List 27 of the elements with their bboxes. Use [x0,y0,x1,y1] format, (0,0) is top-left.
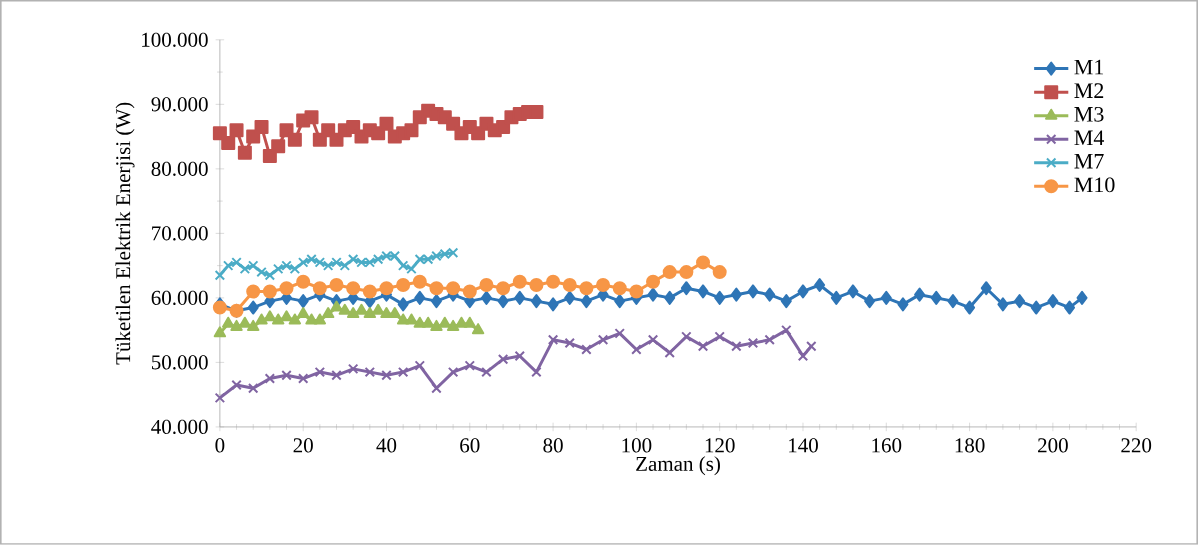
x-tick-label: 160 [872,438,902,453]
x-tick-label: 60 [460,438,480,453]
x-tick-label: 40 [376,438,397,453]
legend-label: M2 [1074,83,1104,99]
x-axis-title: Zaman (s) [636,456,720,476]
y-tick-label: 70.000 [152,226,208,241]
x-tick-label: 80 [543,438,563,453]
y-axis-title: Tüketilen Elektrik Enerjisi (W) [115,102,135,365]
legend-label: M4 [1074,130,1105,146]
y-tick-label: 60.000 [151,290,208,306]
x-tick-label: 120 [705,438,735,453]
y-tick-label: 50.000 [152,355,208,370]
legend-label: M7 [1074,154,1104,169]
legend-label: M1 [1074,59,1104,75]
x-tick-label: 200 [1038,438,1068,453]
legend-label: M3 [1074,107,1104,122]
x-tick-label: 100 [622,438,652,453]
x-tick-label: 180 [955,438,985,453]
x-tick-label: 0 [215,438,225,453]
x-tick-label: 20 [293,438,313,453]
x-tick-label: 140 [789,438,818,453]
y-tick-label: 100.000 [142,32,208,48]
legend-label: M10 [1074,177,1115,193]
x-tick-label: 220 [1121,438,1152,453]
y-tick-label: 90.000 [151,97,208,112]
y-tick-label: 80.000 [151,161,208,177]
y-tick-label: 40.000 [151,419,208,435]
